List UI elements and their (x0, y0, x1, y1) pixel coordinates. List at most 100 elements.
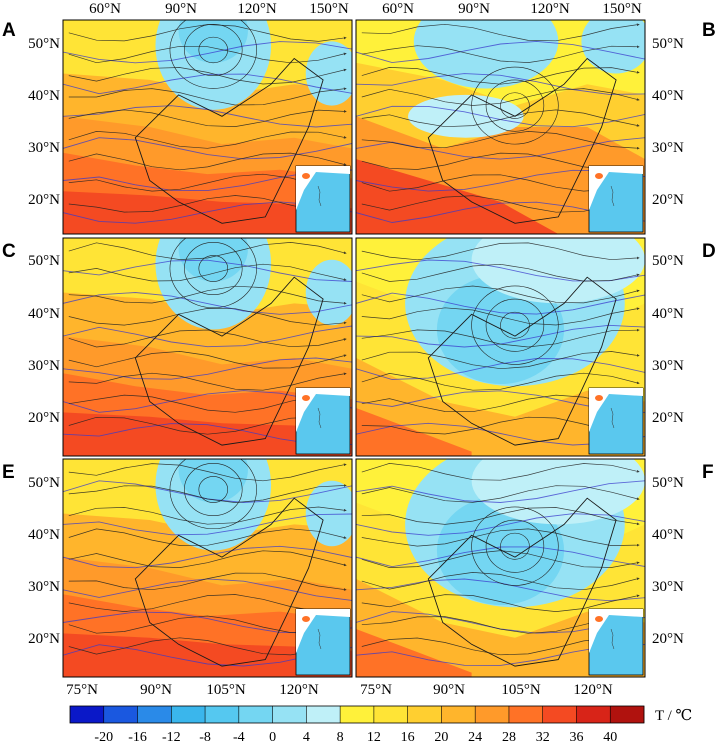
colorbar: -20 -16 -12 -8 -4 0 4 8 12 16 20 24 28 32 36 40 T / ℃ (69, 705, 692, 743)
panel-b (355, 19, 646, 235)
colorbar-tick-label: 8 (337, 730, 344, 743)
colorbar-swatch (103, 706, 138, 723)
colorbar-swatch (407, 706, 442, 723)
top-axis-label: 150°N (309, 1, 348, 17)
left-axis-label: 30°N (28, 579, 60, 595)
colorbar-tick-label: -12 (162, 730, 181, 743)
left-axis-label: 50°N (28, 253, 60, 269)
bottom-axis-label: 105°N (501, 682, 540, 698)
top-axis-label: 90°N (165, 1, 197, 17)
colorbar-ticks: -20 -16 -12 -8 -4 0 4 8 12 16 20 24 28 32 36 40 (94, 706, 617, 743)
colorbar-tick-label: 0 (269, 730, 276, 743)
bottom-axis-label: 120°N (279, 682, 318, 698)
colorbar-swatch (441, 706, 476, 723)
panel-f (355, 458, 646, 678)
inset-map (295, 165, 351, 233)
panel-label-d: D (702, 241, 716, 262)
colorbar-swatch (373, 706, 408, 723)
colorbar-swatch (70, 706, 105, 723)
right-axis: 50°N 40°N 30°N 20°N 50°N 40°N 30°N 20°N … (652, 36, 684, 647)
colorbar-tick-label: 4 (303, 730, 310, 743)
right-axis-label: 50°N (652, 253, 684, 269)
panel-label-a: A (2, 20, 16, 41)
colorbar-swatch (306, 706, 341, 723)
right-axis-label: 50°N (652, 36, 684, 52)
right-axis-label: 40°N (652, 527, 684, 543)
colorbar-swatches (69, 705, 645, 724)
colorbar-tick-label: 36 (569, 730, 583, 743)
inset-map (295, 608, 351, 676)
top-axis-label: 120°N (530, 1, 569, 17)
colorbar-swatch (340, 706, 375, 723)
right-axis-label: 30°N (652, 140, 684, 156)
bottom-axis-label: 75°N (360, 682, 392, 698)
right-axis-label: 40°N (652, 88, 684, 104)
panel-frame (62, 458, 353, 678)
colorbar-tick-label: 24 (468, 730, 482, 743)
left-axis-label: 20°N (28, 410, 60, 426)
top-axis-label: 60°N (382, 1, 414, 17)
top-axis-label: 120°N (237, 1, 276, 17)
colorbar-swatch (576, 706, 611, 723)
right-axis-label: 20°N (652, 192, 684, 208)
panel-frame (355, 19, 646, 235)
colorbar-swatch (508, 706, 543, 723)
colorbar-tick-label: -20 (94, 730, 113, 743)
inset-map (295, 387, 351, 455)
colorbar-tick-label: 32 (536, 730, 550, 743)
colorbar-tick-label: -8 (199, 730, 211, 743)
panel-label-f: F (702, 462, 714, 483)
panel-c (62, 237, 353, 457)
left-axis-label: 20°N (28, 631, 60, 647)
colorbar-swatch (137, 706, 172, 723)
top-axis-label: 150°N (602, 1, 641, 17)
bottom-axis-label: 90°N (140, 682, 172, 698)
panel-labels: A B C D E F (2, 20, 716, 483)
panel-a (62, 19, 353, 235)
inset-map (588, 608, 644, 676)
colorbar-unit-label: T / ℃ (655, 708, 692, 724)
colorbar-tick-label: 16 (401, 730, 415, 743)
colorbar-swatch (475, 706, 510, 723)
left-axis-label: 50°N (28, 475, 60, 491)
bottom-axis-label: 105°N (206, 682, 245, 698)
colorbar-tick-label: -4 (233, 730, 245, 743)
left-axis-label: 20°N (28, 192, 60, 208)
right-axis-label: 20°N (652, 631, 684, 647)
colorbar-swatch (205, 706, 240, 723)
bottom-axis-label: 75°N (66, 682, 98, 698)
panel-label-e: E (2, 462, 15, 483)
colorbar-tick-label: 20 (434, 730, 448, 743)
colorbar-swatch (238, 706, 273, 723)
bottom-axis-label: 120°N (573, 682, 612, 698)
panel-frame (355, 458, 646, 678)
left-axis-label: 40°N (28, 306, 60, 322)
left-axis-label: 50°N (28, 36, 60, 52)
panel-e (62, 458, 353, 678)
panel-grid (62, 19, 646, 678)
panel-frame (355, 237, 646, 457)
bottom-axis-label: 90°N (433, 682, 465, 698)
bottom-axis: 75°N 90°N 105°N 120°N 75°N 90°N 105°N 12… (66, 682, 613, 698)
colorbar-swatch (272, 706, 307, 723)
colorbar-swatch (542, 706, 577, 723)
colorbar-tick-label: -16 (128, 730, 147, 743)
colorbar-tick-label: 40 (603, 730, 617, 743)
top-axis-label: 90°N (458, 1, 490, 17)
colorbar-swatch (610, 706, 645, 723)
panel-frame (62, 237, 353, 457)
right-axis-label: 30°N (652, 358, 684, 374)
inset-map (588, 165, 644, 233)
colorbar-swatch (171, 706, 206, 723)
panel-label-b: B (702, 20, 716, 41)
panel-label-c: C (2, 241, 16, 262)
left-axis-label: 40°N (28, 527, 60, 543)
right-axis-label: 40°N (652, 306, 684, 322)
left-axis-label: 40°N (28, 88, 60, 104)
panel-frame (62, 19, 353, 235)
right-axis-label: 50°N (652, 475, 684, 491)
top-axis-label: 60°N (89, 1, 121, 17)
left-axis: 50°N 40°N 30°N 20°N 50°N 40°N 30°N 20°N … (28, 36, 60, 647)
left-axis-label: 30°N (28, 358, 60, 374)
